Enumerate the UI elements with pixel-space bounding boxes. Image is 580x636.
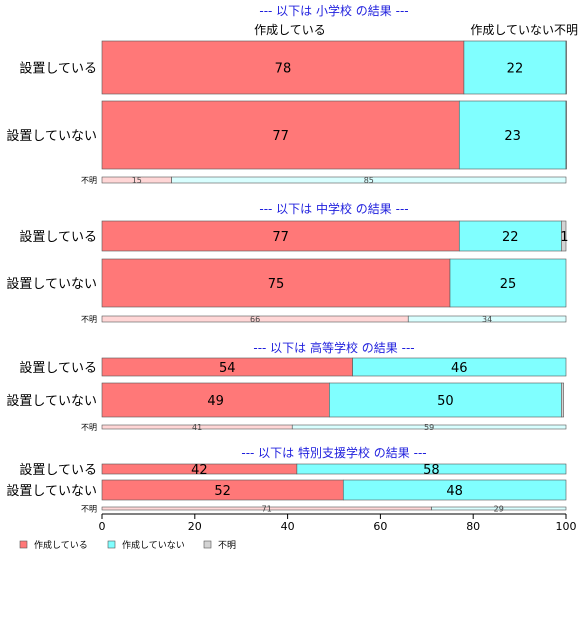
row-label: 設置している	[19, 60, 97, 76]
legend-swatch-created	[19, 540, 28, 549]
bar-segment-created	[101, 382, 330, 418]
data-label: 23	[504, 129, 521, 144]
column-header-created: 作成している	[254, 23, 326, 37]
legend-swatch-not-created	[107, 540, 116, 549]
data-label: 41	[192, 423, 202, 432]
data-label: 54	[219, 361, 236, 376]
data-label: 78	[275, 61, 292, 76]
column-header-not-created-unknown: 作成していない不明	[470, 23, 578, 37]
row-label: 設置していない	[6, 483, 97, 499]
row-label: 設置していない	[6, 276, 97, 292]
data-label: 34	[482, 315, 492, 324]
row-label: 設置している	[19, 360, 97, 376]
bar-segment-not-created	[449, 258, 567, 308]
data-label: 77	[272, 129, 289, 144]
bar-segment-unknown	[565, 100, 567, 170]
data-label: 22	[507, 61, 524, 76]
row-label: 設置していない	[6, 128, 97, 144]
legend-label: 作成していない	[122, 539, 185, 551]
bar-segment-not-created	[458, 220, 562, 252]
bar-segment-unknown	[561, 220, 567, 252]
data-label: 59	[424, 423, 434, 432]
bar-segment-not-created	[352, 357, 567, 377]
bar-segment-unknown	[561, 382, 564, 418]
legend-swatch-unknown	[203, 540, 212, 549]
x-tick-label: 20	[188, 520, 202, 533]
row-label: 設置していない	[6, 393, 97, 409]
x-tick-label: 0	[99, 520, 106, 533]
bar-segment-not-created	[342, 479, 567, 501]
bar-segment-not-created	[291, 424, 567, 430]
bar-segment-not-created	[296, 463, 567, 475]
data-label: 66	[250, 315, 260, 324]
x-tick-label: 100	[556, 520, 577, 533]
group-title: --- 以下は 中学校 の結果 ---	[259, 201, 408, 216]
data-label: 46	[451, 361, 468, 376]
bar-segment-unknown	[565, 40, 567, 95]
data-label: 1	[560, 230, 568, 245]
data-label: 22	[502, 230, 519, 245]
row-label: 設置している	[19, 229, 97, 245]
x-tick-label: 80	[466, 520, 480, 533]
legend-label: 不明	[218, 540, 236, 551]
data-label: 85	[364, 176, 374, 185]
x-tick-label: 60	[373, 520, 387, 533]
bar-segment-not-created	[458, 100, 567, 170]
data-label: 25	[500, 277, 517, 292]
bar-segment-not-created	[329, 382, 562, 418]
data-label: 29	[494, 505, 504, 514]
bar-segment-created	[101, 100, 460, 170]
row-label: 不明	[81, 176, 97, 185]
row-label: 不明	[81, 505, 97, 514]
data-label: 75	[268, 277, 285, 292]
bar-segment-not-created	[171, 176, 567, 184]
legend-label: 作成している	[34, 539, 88, 551]
bar-segment-created	[101, 40, 465, 95]
data-label: 15	[132, 176, 142, 185]
bar-segment-not-created	[463, 40, 567, 95]
bar-segment-created	[101, 258, 451, 308]
row-label: 設置している	[19, 462, 97, 478]
data-label: 42	[191, 463, 208, 478]
group-title: --- 以下は 特別支援学校 の結果 ---	[241, 445, 426, 460]
data-label: 48	[446, 484, 463, 499]
row-label: 不明	[81, 315, 97, 324]
x-tick-label: 40	[281, 520, 295, 533]
group-title: --- 以下は 高等学校 の結果 ---	[253, 340, 414, 355]
bar-segment-created	[101, 220, 460, 252]
data-label: 52	[214, 484, 231, 499]
row-label: 不明	[81, 423, 97, 432]
data-label: 58	[423, 463, 440, 478]
data-label: 77	[272, 230, 289, 245]
group-title: --- 以下は 小学校 の結果 ---	[259, 3, 408, 18]
bar-segment-not-created	[407, 315, 567, 323]
data-label: 71	[262, 505, 272, 514]
data-label: 50	[437, 394, 454, 409]
data-label: 49	[207, 394, 224, 409]
bar-segment-not-created	[431, 506, 567, 511]
